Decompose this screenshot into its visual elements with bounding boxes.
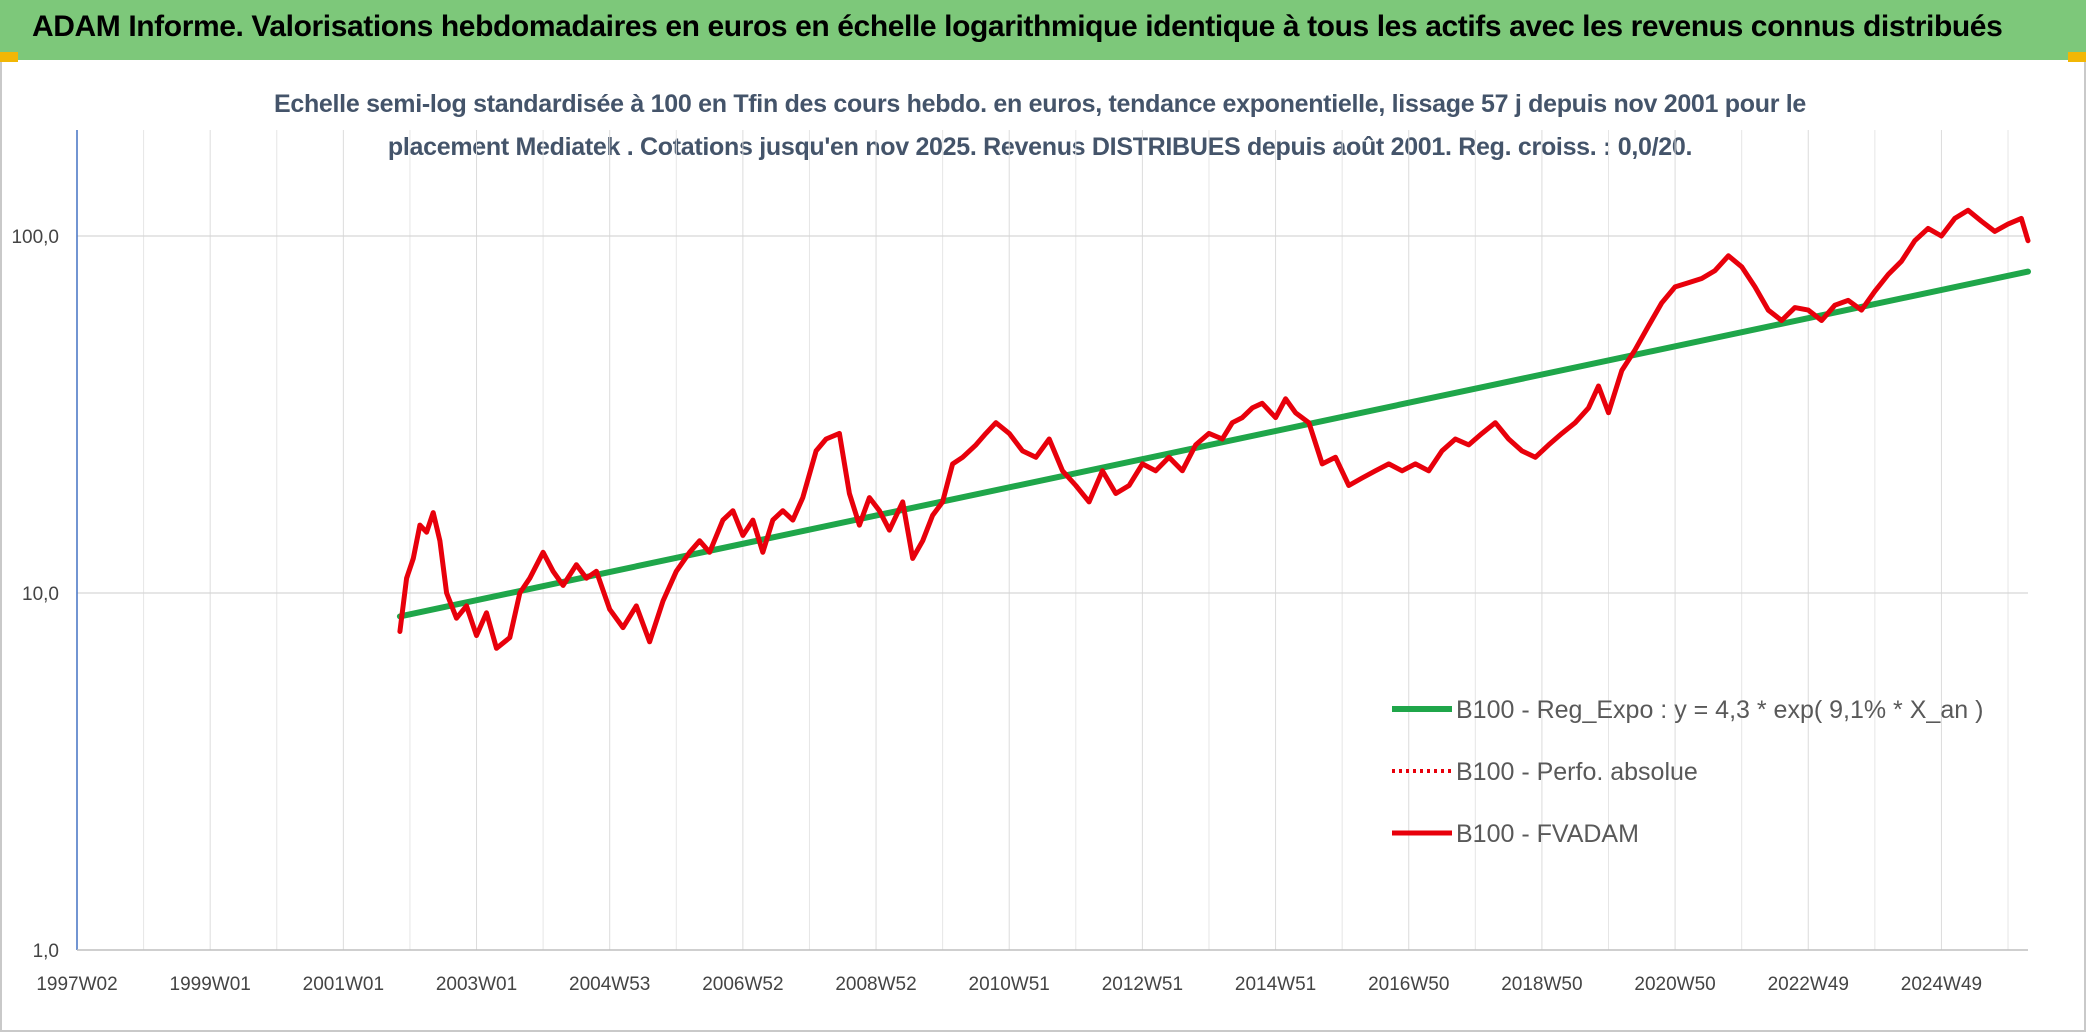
x-tick-label: 1999W01 xyxy=(170,974,251,995)
y-tick-label: 100,0 xyxy=(11,227,59,248)
x-tick-label: 2006W52 xyxy=(702,974,783,995)
x-tick-label: 2016W50 xyxy=(1368,974,1449,995)
x-tick-label: 2018W50 xyxy=(1501,974,1582,995)
x-tick-label: 2014W51 xyxy=(1235,974,1316,995)
legend-label: B100 - Reg_Expo : y = 4,3 * exp( 9,1% * … xyxy=(1456,696,1983,724)
x-tick-label: 2022W49 xyxy=(1768,974,1849,995)
x-tick-label: 2010W51 xyxy=(969,974,1050,995)
legend-label: B100 - FVADAM xyxy=(1456,820,1639,848)
series-line-reg-expo xyxy=(396,268,2031,620)
legend-label: B100 - Perfo. absolue xyxy=(1456,758,1698,786)
chart-frame xyxy=(0,62,2086,1032)
report-banner: ADAM Informe. Valorisations hebdomadaire… xyxy=(0,0,2086,60)
x-tick-label: 1997W02 xyxy=(36,974,117,995)
x-tick-label: 2004W53 xyxy=(569,974,650,995)
x-tick-label: 2003W01 xyxy=(436,974,517,995)
y-tick-label: 10,0 xyxy=(22,584,59,605)
x-tick-label: 2024W49 xyxy=(1901,974,1982,995)
chart-title-line-1: Echelle semi-log standardisée à 100 en T… xyxy=(273,90,1807,118)
x-tick-label: 2001W01 xyxy=(303,974,384,995)
y-tick-label: 1,0 xyxy=(33,941,59,962)
corner-marker-left xyxy=(0,52,18,62)
report-title: ADAM Informe. Valorisations hebdomadaire… xyxy=(32,10,2003,43)
x-tick-label: 2020W50 xyxy=(1634,974,1715,995)
x-tick-label: 2008W52 xyxy=(835,974,916,995)
series-line-fvadam xyxy=(397,207,2031,651)
corner-marker-right xyxy=(2068,52,2086,62)
x-tick-label: 2012W51 xyxy=(1102,974,1183,995)
